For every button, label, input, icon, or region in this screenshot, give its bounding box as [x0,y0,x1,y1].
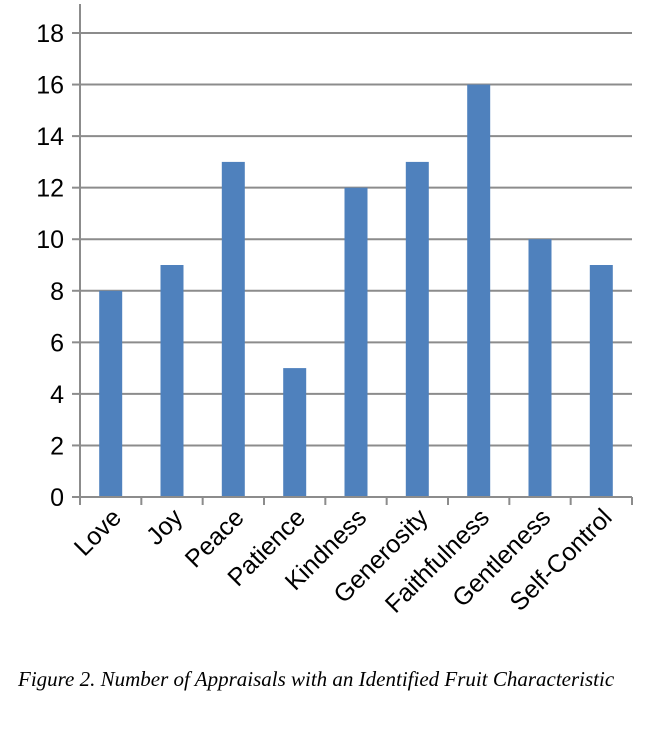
x-category-label-joy: Joy [141,503,189,551]
x-category-label-love: Love [69,503,127,561]
bar-faithfulness [467,84,491,497]
bar-peace [221,161,245,497]
bar-gentleness [528,239,552,497]
y-tick-labels: 0 2 4 6 8 10 12 14 16 18 [36,20,64,512]
y-tick-label-0: 0 [50,484,64,512]
x-category-labels: Love JoyPeacePatienceKindnessGenerosityFa… [69,503,618,618]
bar-patience [283,368,307,497]
y-tick-label-10: 10 [36,226,64,254]
bars [99,84,613,497]
y-tick-label-18: 18 [36,20,64,48]
bar-generosity [405,161,429,497]
y-tick-label-2: 2 [50,432,64,460]
y-tick-label-12: 12 [36,175,64,203]
y-tick-label-4: 4 [50,381,64,409]
y-tick-label-8: 8 [50,278,64,306]
y-tick-label-6: 6 [50,329,64,357]
y-tick-label-14: 14 [36,123,64,151]
bar-self-control [589,265,613,497]
y-tick-label-16: 16 [36,72,64,100]
axes [72,4,633,505]
bar-joy [160,265,184,497]
bar-kindness [344,187,368,497]
bar-love [99,290,123,497]
figure-caption: Figure 2. Number of Appraisals with an I… [18,667,615,691]
